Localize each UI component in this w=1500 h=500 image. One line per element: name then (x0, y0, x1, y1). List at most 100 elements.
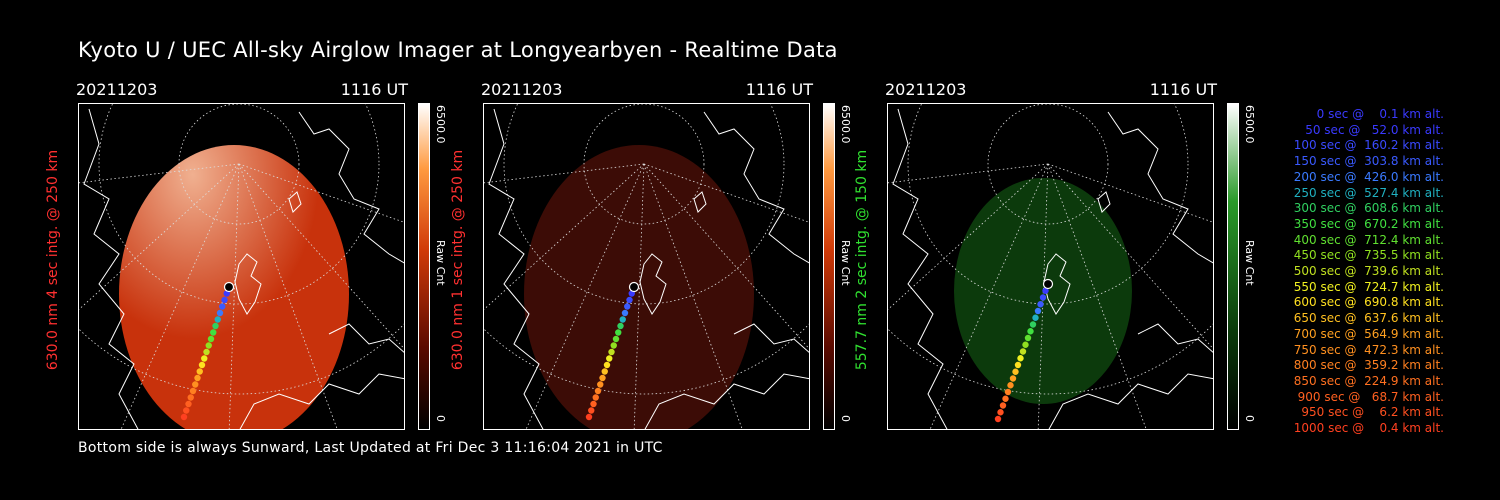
colorbar (823, 103, 835, 430)
latitude-circle (987, 104, 1109, 225)
coastline-east (1107, 111, 1213, 264)
legend-entry: 400 sec @ 712.4 km alt. (1289, 232, 1444, 247)
meridian-line (120, 163, 240, 429)
trajectory-dot (210, 329, 217, 336)
meridian-line (228, 163, 240, 429)
trajectory-dot (588, 407, 595, 414)
trajectory-dot (610, 342, 617, 349)
meridian-line (79, 163, 240, 184)
trajectory-dot (612, 335, 620, 343)
trajectory-dot (599, 374, 606, 382)
trajectory-dot (601, 368, 608, 375)
trajectory-dot (999, 402, 1007, 409)
trajectory-dot (1029, 321, 1037, 328)
trajectory-dot (621, 309, 629, 317)
legend-entry: 700 sec @ 564.9 km alt. (1289, 326, 1444, 341)
trajectory-dot (207, 335, 215, 343)
colorbar-unit: Raw Cnt (1243, 240, 1256, 286)
colorbar-min: 0 (839, 415, 852, 422)
rocket-altitude-legend: 0 sec @ 0.1 km alt. 50 sec @ 52.0 km alt… (1262, 107, 1444, 437)
meridian-line (633, 163, 645, 429)
legend-entry: 300 sec @ 608.6 km alt. (1289, 201, 1444, 216)
meridian-line (79, 163, 240, 310)
coastline-island (693, 191, 707, 213)
legend-entry: 550 sec @ 724.7 km alt. (1289, 279, 1444, 294)
trajectory-dot (198, 361, 206, 369)
trajectory-dot (597, 381, 604, 388)
trajectory-dot (183, 407, 190, 414)
launch-site-marker (223, 281, 235, 293)
trajectory-dot (221, 296, 228, 304)
legend-entry: 600 sec @ 690.8 km alt. (1289, 295, 1444, 310)
trajectory-dot (1014, 361, 1022, 369)
allsky-image (483, 103, 810, 430)
trajectory-dot (615, 329, 622, 336)
legend-entry: 200 sec @ 426.0 km alt. (1289, 169, 1444, 184)
coastline-island (288, 191, 302, 213)
latitude-circle (79, 323, 404, 395)
coastline-south (1048, 373, 1213, 429)
colorbar (418, 103, 430, 430)
trajectory-dot (994, 415, 1002, 423)
legend-entry: 650 sec @ 637.6 km alt. (1289, 311, 1444, 326)
trajectory-dot (606, 355, 613, 362)
legend-entry: 50 sec @ 52.0 km alt. (1297, 122, 1444, 137)
meridian-line (643, 163, 809, 350)
coastline-scandinavia (733, 323, 809, 353)
trajectory-dot (1002, 395, 1009, 402)
trajectory-dot (626, 296, 633, 304)
allsky-image (78, 103, 405, 430)
panel-date: 20211203 (481, 80, 563, 99)
legend-entry: 850 sec @ 224.9 km alt. (1289, 373, 1444, 388)
colorbar (1227, 103, 1239, 430)
trajectory-dot (594, 387, 602, 395)
trajectory-dot (1032, 314, 1039, 321)
trajectory-dot (1012, 368, 1019, 375)
legend-entry: 800 sec @ 359.2 km alt. (1289, 358, 1444, 373)
panel-ylabel: 630.0 nm 4 sec intg. @ 250 km (45, 149, 61, 371)
panel-557-2s: 20211203 1116 UT 557.7 nm 2 sec intg. @ … (854, 80, 1327, 430)
trajectory-dot (617, 322, 624, 330)
colorbar-unit: Raw Cnt (839, 240, 852, 286)
panel-time: 1116 UT (1149, 80, 1217, 99)
trajectory-dot (1017, 355, 1024, 362)
colorbar-unit: Raw Cnt (434, 240, 447, 286)
coastline-south (644, 373, 809, 429)
trajectory-dot (180, 413, 188, 421)
trajectory-dot (619, 316, 626, 323)
colorbar-max: 6500.0 (839, 105, 852, 144)
legend-entry: 950 sec @ 6.2 km alt. (1297, 405, 1444, 420)
trajectory-dot (194, 374, 201, 382)
coastline-south (239, 373, 404, 429)
trajectory-dot (1004, 388, 1012, 396)
panel-630-4s: 20211203 1116 UT 630.0 nm 4 sec intg. @ … (45, 80, 518, 430)
colorbar-max: 6500.0 (1243, 105, 1256, 144)
latitude-circle (888, 323, 1213, 395)
trajectory-dot (192, 381, 199, 388)
trajectory-dot (1027, 328, 1034, 335)
colorbar-min: 0 (1243, 415, 1256, 422)
trajectory-dot (1042, 287, 1049, 294)
coastline-scandinavia (328, 323, 404, 353)
trajectory-dot (205, 342, 212, 349)
meridian-line (525, 163, 645, 429)
meridian-line (888, 163, 1049, 310)
trajectory-dot (189, 387, 197, 395)
trajectory-dot (608, 348, 615, 356)
panel-630-1s: 20211203 1116 UT 630.0 nm 1 sec intg. @ … (450, 80, 923, 430)
launch-site-marker (628, 281, 640, 293)
latitude-circle (503, 104, 785, 305)
meridian-line (238, 163, 404, 350)
coastline-scandinavia (1137, 323, 1213, 353)
launch-site-marker (1042, 278, 1054, 290)
colorbar-min: 0 (434, 415, 447, 422)
trajectory-dot (185, 400, 192, 408)
legend-entry: 750 sec @ 472.3 km alt. (1289, 342, 1444, 357)
panel-ylabel: 557.7 nm 2 sec intg. @ 150 km (854, 149, 870, 371)
trajectory-dot (214, 316, 221, 323)
trajectory-dot (1034, 307, 1042, 315)
legend-entry: 1000 sec @ 0.4 km alt. (1293, 421, 1444, 436)
trajectory-dot (1019, 348, 1027, 355)
trajectory-dot (1024, 334, 1032, 342)
trajectory-dot (1037, 301, 1044, 308)
